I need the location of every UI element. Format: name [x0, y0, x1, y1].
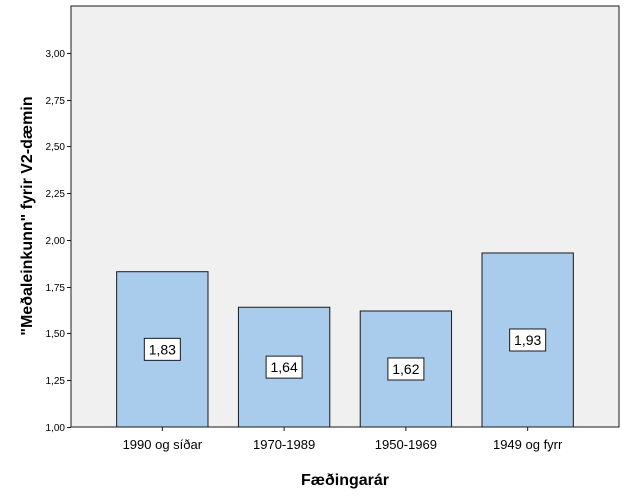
y-tick-label: 2,50	[46, 142, 66, 153]
data-label-box	[509, 328, 547, 352]
y-tick-label: 1,50	[46, 329, 66, 340]
bars-group	[116, 252, 574, 428]
data-label-box	[387, 357, 425, 381]
x-tick-label: 1949 og fyrr	[493, 437, 563, 452]
data-label: 1,64	[270, 359, 297, 375]
x-axis-title: Fæðingarár	[301, 472, 389, 489]
y-axis: 1,00 1,25 1,50 1,75 2,00 2,25 2,50 2,75 3,00	[46, 49, 71, 434]
y-tick-label: 3,00	[46, 49, 66, 60]
y-tick-label: 1,25	[46, 376, 66, 387]
y-tick-label: 2,25	[46, 189, 66, 200]
x-tick-label: 1970-1989	[253, 437, 315, 452]
data-label-box	[143, 337, 181, 361]
y-tick-label: 1,75	[46, 283, 66, 294]
data-label: 1,62	[392, 361, 419, 377]
x-axis: 1990 og síðar 1970-1989 1950-1969 1949 og f…	[123, 427, 563, 452]
x-tick-label: 1990 og síðar	[123, 437, 203, 452]
y-tick-label: 2,00	[46, 236, 66, 247]
y-axis-title: "Meðaleinkunn" fyrir V2-dæmin	[19, 96, 36, 335]
data-label: 1,93	[514, 332, 541, 348]
data-label: 1,83	[149, 341, 176, 357]
x-tick-label: 1950-1969	[375, 437, 437, 452]
data-labels-group: 1,83 1,64 1,62 1,93	[143, 328, 547, 381]
y-tick-label: 2,75	[46, 96, 66, 107]
y-tick-label: 1,00	[46, 423, 66, 434]
data-label-box	[265, 355, 303, 379]
